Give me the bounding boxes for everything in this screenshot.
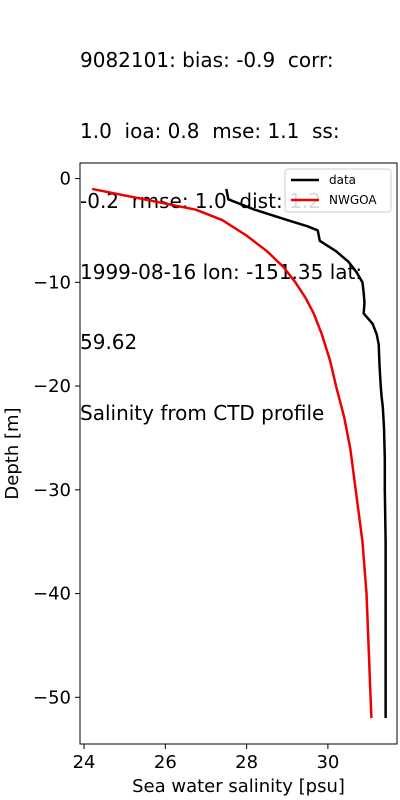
y-tick-label: −50 <box>33 687 71 708</box>
x-tick-label: 28 <box>235 752 258 773</box>
y-tick-label: −30 <box>33 480 71 501</box>
x-axis-ticks: 24 26 28 30 <box>73 744 339 773</box>
title-line: 1.0 ioa: 0.8 mse: 1.1 ss: <box>80 118 340 143</box>
x-axis-label: Sea water salinity [psu] <box>132 776 345 797</box>
legend: data NWGOA <box>284 168 392 213</box>
title-line: 1999-08-16 lon: -151.35 lat: <box>80 259 363 284</box>
axes-frame <box>79 162 398 745</box>
y-tick-label: −40 <box>33 584 71 605</box>
y-axis-label: Depth [m] <box>2 407 23 499</box>
title-line: Salinity from CTD profile <box>80 400 325 425</box>
title-line: 9082101: bias: -0.9 corr: <box>80 48 334 72</box>
y-axis-ticks: 0 −10 −20 −30 −40 −50 <box>33 169 80 708</box>
legend-label: data <box>329 173 356 187</box>
y-tick-label: −10 <box>33 272 71 293</box>
x-tick-label: 26 <box>154 752 177 773</box>
title-line: 59.62 <box>80 330 138 354</box>
x-tick-label: 30 <box>316 752 339 773</box>
series-layer <box>91 187 387 719</box>
y-tick-label: 0 <box>60 169 71 190</box>
series-line-data <box>225 188 387 719</box>
legend-label: NWGOA <box>329 193 377 207</box>
x-tick-label: 24 <box>73 752 96 773</box>
series-line-nwgoa <box>91 187 373 719</box>
y-tick-label: −20 <box>33 376 71 397</box>
